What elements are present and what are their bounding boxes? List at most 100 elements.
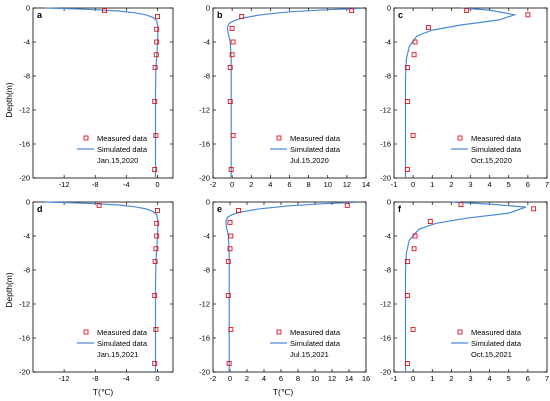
measured-data-point: [152, 361, 158, 366]
measured-data-point: [412, 39, 418, 45]
x-tick-label: -2: [210, 180, 217, 189]
panel-d: -12 -8 -4 0 0 -4 -8 -12 -16 -20 d Measured data Simu…: [19, 198, 174, 383]
measured-data-point: [154, 220, 160, 226]
x-tick-label: 0: [411, 374, 415, 383]
legend-simulated-label: Simulated data: [471, 339, 522, 348]
measured-data-point: [154, 26, 160, 32]
y-tick-label: 0: [26, 198, 30, 207]
y-tick-label: -16: [19, 334, 30, 343]
measured-data-point: [230, 133, 236, 138]
x-tick-label: 6: [526, 374, 530, 383]
y-tick-label: 0: [206, 4, 210, 13]
y-tick-label: -12: [19, 106, 30, 115]
measured-data-point: [458, 202, 464, 208]
x-tick-label: 7: [545, 180, 549, 189]
legend-measured-label: Measured data: [97, 328, 148, 337]
measured-data-point: [525, 12, 531, 18]
measured-data-point: [344, 202, 350, 208]
x-tick-label: 12: [328, 374, 336, 383]
measured-data-point: [464, 8, 470, 14]
measured-data-point: [229, 52, 235, 58]
legend-measured-label: Measured data: [290, 134, 341, 143]
measured-data-point: [227, 99, 233, 104]
measured-data-point: [225, 293, 231, 298]
measured-data-point: [152, 167, 158, 172]
panel-letter: c: [398, 10, 403, 20]
panel-letter: e: [217, 204, 222, 214]
measured-data-point: [228, 167, 234, 172]
legend-measured-marker: [276, 329, 282, 335]
panel-letter: a: [37, 10, 43, 20]
date-label: Jan.15,2021: [97, 350, 138, 359]
x-tick-label: -12: [59, 180, 70, 189]
x-tick-label: 14: [362, 180, 370, 189]
x-tick-label: 1: [430, 180, 434, 189]
measured-data-point: [154, 233, 160, 239]
measured-data-point: [349, 8, 355, 14]
panel-a: -12 -8 -4 0 0 -4 -8 -12 -16 -20 a Measured data Simu…: [19, 4, 174, 189]
measured-data-point: [152, 65, 158, 70]
x-axis-label-middle: T(℃): [273, 387, 294, 397]
x-tick-label: 4: [262, 374, 266, 383]
measured-data-point: [410, 133, 416, 138]
y-axis-label-bottom: Depth(m): [4, 272, 14, 308]
measured-data-point: [411, 52, 417, 58]
x-tick-label: 4: [488, 374, 492, 383]
x-tick-label: 1: [430, 374, 434, 383]
y-tick-label: -16: [380, 140, 391, 149]
x-tick-label: 10: [311, 374, 319, 383]
legend-measured-marker: [276, 135, 282, 141]
x-tick-label: 0: [230, 180, 234, 189]
measured-data-point: [404, 293, 410, 298]
measured-data-point: [228, 233, 234, 239]
legend-simulated-label: Simulated data: [471, 145, 522, 154]
panel-f: -1 0 1 2 3 4 5 6 7 0 -4 -8 -12 -16 -20 f Measured data Si…: [380, 198, 549, 384]
measured-data-point: [229, 25, 235, 31]
legend-simulated-label: Simulated data: [290, 339, 341, 348]
measured-data-point: [425, 25, 431, 30]
legend-simulated-label: Simulated data: [97, 145, 148, 154]
measured-data-point: [153, 327, 159, 332]
x-tick-label: 0: [155, 374, 159, 383]
y-tick-label: -20: [199, 174, 210, 183]
y-tick-label: -12: [380, 300, 391, 309]
measured-data-point: [153, 133, 159, 138]
legend: Measured data Simulated data Oct.15,2021: [451, 328, 522, 359]
y-tick-label: -12: [199, 300, 210, 309]
x-tick-label: 5: [507, 180, 511, 189]
y-tick-label: 0: [26, 4, 30, 13]
measured-data-point: [227, 219, 233, 225]
legend-simulated-label: Simulated data: [97, 339, 148, 348]
x-tick-label: 12: [343, 180, 351, 189]
x-tick-label: 7: [545, 374, 549, 383]
simulated-data-line: [404, 7, 517, 178]
y-axis-label-top: Depth(m): [4, 82, 14, 118]
plot-frame: [32, 201, 174, 373]
y-tick-label: -8: [384, 72, 391, 81]
x-tick-label: 16: [362, 374, 370, 383]
y-tick-label: -8: [384, 266, 391, 275]
measured-data-point: [96, 202, 102, 208]
y-tick-label: -20: [19, 174, 30, 183]
x-tick-label: -8: [92, 180, 99, 189]
measured-data-point: [225, 259, 231, 264]
x-axis-label-left: T(℃): [93, 387, 114, 397]
measured-data-point: [411, 246, 417, 252]
y-tick-label: -12: [19, 300, 30, 309]
y-tick-label: -20: [19, 368, 30, 377]
legend-measured-label: Measured data: [97, 134, 148, 143]
measured-data-point: [427, 219, 433, 225]
x-tick-label: -12: [59, 374, 70, 383]
panel-letter: f: [398, 204, 402, 214]
legend-simulated-label: Simulated data: [290, 145, 341, 154]
x-tick-label: 3: [468, 374, 472, 383]
y-tick-label: -8: [203, 72, 210, 81]
y-tick-label: -4: [203, 38, 210, 47]
x-tick-label: 0: [155, 180, 159, 189]
x-tick-label: -1: [391, 180, 398, 189]
measured-data-point: [404, 99, 410, 104]
measured-data-point: [152, 293, 158, 298]
measured-data-point: [404, 65, 410, 70]
measured-data-point: [230, 39, 236, 45]
